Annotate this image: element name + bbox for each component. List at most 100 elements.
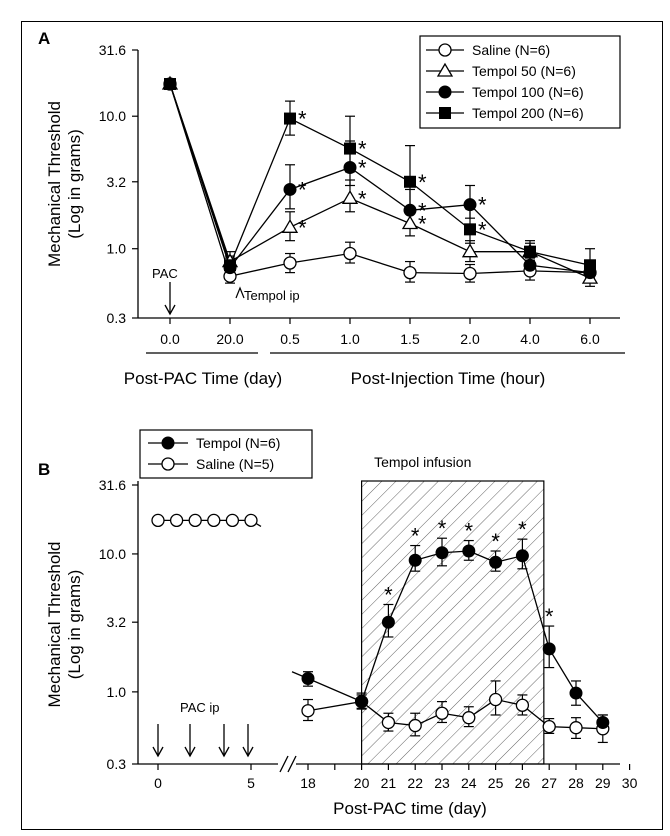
y-axis-label: Mechanical Threshold bbox=[45, 101, 64, 267]
panel-label: A bbox=[38, 29, 50, 48]
x-tick-label: 0 bbox=[154, 775, 162, 791]
data-point bbox=[224, 259, 236, 272]
legend-label: Tempol 50 (N=6) bbox=[472, 63, 576, 79]
data-point bbox=[344, 142, 356, 155]
significance-star: * bbox=[358, 137, 367, 162]
tempol-arrow bbox=[235, 286, 245, 299]
data-point bbox=[435, 546, 449, 560]
legend-marker bbox=[161, 457, 175, 471]
series-line-2 bbox=[169, 83, 591, 274]
data-point bbox=[515, 549, 529, 563]
data-point bbox=[244, 513, 258, 528]
pac-ip-arrow-head bbox=[152, 746, 164, 758]
x-tick-label: 20.0 bbox=[216, 331, 243, 347]
legend-label: Saline (N=5) bbox=[196, 456, 274, 472]
data-point bbox=[281, 219, 299, 233]
significance-star: * bbox=[384, 582, 393, 607]
x-axis-label-day: Post-PAC Time (day) bbox=[124, 369, 282, 388]
significance-star: * bbox=[358, 186, 367, 211]
data-point bbox=[524, 245, 536, 258]
data-point bbox=[341, 190, 359, 204]
x-axis-label: Post-PAC time (day) bbox=[333, 799, 487, 818]
data-point bbox=[463, 198, 477, 212]
data-point bbox=[515, 698, 530, 712]
significance-star: * bbox=[491, 529, 500, 554]
significance-star: * bbox=[418, 170, 427, 195]
y-tick-label: 10.0 bbox=[99, 108, 126, 124]
x-tick-label: 24 bbox=[461, 775, 477, 791]
data-point bbox=[489, 555, 503, 569]
data-point bbox=[301, 672, 315, 686]
axis-break bbox=[287, 755, 297, 773]
y-tick-label: 0.3 bbox=[107, 310, 127, 326]
pac-annotation: PAC bbox=[152, 266, 178, 281]
axis-break bbox=[279, 755, 289, 773]
significance-star: * bbox=[298, 107, 307, 132]
data-point bbox=[596, 715, 610, 729]
legend-marker bbox=[436, 62, 454, 77]
significance-star: * bbox=[418, 198, 427, 223]
data-point bbox=[151, 513, 165, 528]
significance-star: * bbox=[358, 156, 367, 181]
data-point bbox=[569, 686, 583, 700]
data-point bbox=[464, 223, 476, 236]
y-axis-label: Mechanical Threshold bbox=[45, 542, 64, 708]
significance-star: * bbox=[418, 211, 427, 236]
significance-star: * bbox=[545, 604, 554, 629]
data-point bbox=[283, 256, 297, 270]
y-tick-label: 3.2 bbox=[107, 614, 127, 630]
y-tick-label: 31.6 bbox=[99, 42, 126, 58]
x-tick-label: 0.5 bbox=[280, 331, 300, 347]
data-point bbox=[164, 78, 176, 91]
data-point bbox=[584, 259, 596, 272]
significance-star: * bbox=[478, 217, 487, 242]
pac-ip-arrow-head bbox=[242, 746, 254, 758]
series-line-3 bbox=[169, 83, 591, 268]
legend-label: Saline (N=6) bbox=[472, 42, 550, 58]
x-tick-label: 23 bbox=[434, 775, 450, 791]
legend-marker bbox=[438, 43, 452, 57]
pac-ip-arrow-head bbox=[184, 746, 196, 758]
x-tick-label: 5 bbox=[247, 775, 255, 791]
data-point bbox=[435, 706, 449, 720]
data-point bbox=[542, 642, 556, 656]
x-tick-label: 21 bbox=[381, 775, 397, 791]
data-point bbox=[343, 161, 357, 175]
series-line-0 bbox=[169, 83, 591, 277]
data-point bbox=[381, 715, 396, 730]
figure-frame bbox=[21, 21, 663, 830]
data-point bbox=[569, 721, 583, 735]
data-point bbox=[343, 246, 357, 261]
x-tick-label: 30 bbox=[622, 775, 638, 791]
x-tick-label: 22 bbox=[407, 775, 423, 791]
data-point bbox=[488, 692, 503, 707]
data-point bbox=[355, 695, 369, 709]
data-point bbox=[301, 704, 315, 718]
data-point bbox=[225, 513, 240, 528]
data-point bbox=[408, 718, 422, 733]
data-point bbox=[463, 266, 477, 281]
x-tick-label: 20 bbox=[354, 775, 370, 791]
legend-label: Tempol 200 (N=6) bbox=[472, 105, 584, 121]
series-line-1 bbox=[169, 83, 591, 279]
pac-ip-annotation: PAC ip bbox=[180, 700, 220, 715]
y-tick-label: 3.2 bbox=[107, 174, 127, 190]
legend-label: Tempol 100 (N=6) bbox=[472, 84, 584, 100]
data-point bbox=[283, 182, 297, 196]
y-axis-label-units: (Log in grams) bbox=[65, 129, 84, 239]
legend-marker bbox=[438, 85, 452, 99]
data-point bbox=[207, 513, 221, 528]
data-point bbox=[403, 265, 417, 280]
x-tick-label: 4.0 bbox=[520, 331, 540, 347]
x-tick-label: 1.0 bbox=[340, 331, 360, 347]
data-point bbox=[462, 711, 476, 725]
tempol-infusion-label: Tempol infusion bbox=[374, 454, 471, 470]
legend-marker bbox=[161, 436, 175, 450]
y-tick-label: 0.3 bbox=[107, 756, 127, 772]
data-point bbox=[381, 615, 395, 629]
x-tick-label: 29 bbox=[595, 775, 611, 791]
data-point bbox=[408, 553, 422, 567]
legend-label: Tempol (N=6) bbox=[196, 435, 280, 451]
data-point bbox=[461, 243, 479, 258]
